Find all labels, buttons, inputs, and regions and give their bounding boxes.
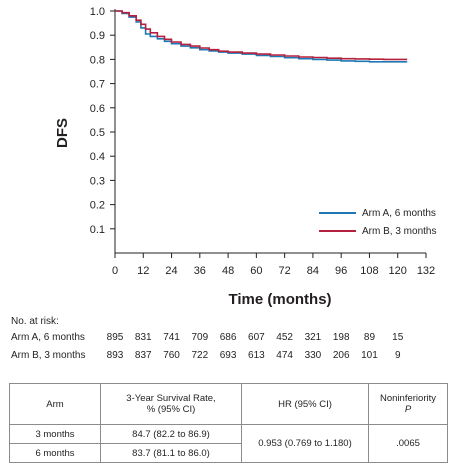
risk-cell: 831: [134, 332, 152, 343]
risk-cell: 321: [304, 332, 322, 343]
y-tick-label: 1.0: [90, 6, 105, 18]
x-tick-label: 84: [307, 265, 319, 277]
y-tick-label: 0.1: [90, 224, 105, 236]
x-tick-label: 12: [137, 265, 149, 277]
risk-table-title: No. at risk:: [11, 316, 59, 327]
legend: Arm A, 6 months Arm B, 3 months: [319, 208, 436, 237]
risk-cell: 895: [106, 332, 124, 343]
cell-survival: 84.7 (82.2 to 86.9): [100, 424, 242, 444]
legend-label-arm-b: Arm B, 3 months: [362, 226, 436, 237]
y-tick-label: 0.8: [90, 54, 105, 66]
risk-table: No. at risk: Arm A, 6 months 895 831 741…: [11, 316, 403, 364]
x-tick-label: 120: [389, 265, 407, 277]
summary-table: Arm 3-Year Survival Rate, % (95% CI) HR …: [9, 383, 448, 463]
header-survival-line1: 3-Year Survival Rate,: [126, 393, 216, 404]
cell-arm: 3 months: [9, 424, 101, 444]
risk-cell: 607: [248, 332, 265, 343]
risk-cell: 198: [332, 332, 350, 343]
cell-survival: 83.7 (81.1 to 86.0): [100, 443, 242, 463]
x-tick-label: 132: [417, 265, 435, 277]
risk-cell: 101: [361, 350, 378, 361]
header-survival: 3-Year Survival Rate, % (95% CI): [100, 383, 242, 425]
cell-hr: 0.953 (0.769 to 1.180): [241, 424, 369, 463]
risk-cell: 9: [394, 350, 401, 361]
y-tick-label: 0.9: [90, 30, 105, 42]
header-arm: Arm: [9, 383, 101, 425]
risk-cell: 709: [191, 332, 209, 343]
header-noninferiority-line1: Noninferiority: [380, 393, 436, 404]
x-tick-label: 72: [279, 265, 291, 277]
x-tick-label: 96: [335, 265, 347, 277]
header-noninferiority-p: P: [404, 404, 412, 415]
risk-cell: 89: [363, 332, 376, 343]
x-tick-label: 48: [222, 265, 234, 277]
y-tick-label: 0.5: [90, 127, 105, 139]
table-row: 6 months 83.7 (81.1 to 86.0): [9, 443, 448, 463]
risk-row-label: Arm B, 3 months: [11, 350, 86, 361]
legend-label-arm-a: Arm A, 6 months: [362, 208, 436, 219]
y-tick-label: 0.4: [90, 151, 105, 163]
risk-cell: 474: [276, 350, 293, 361]
risk-cell: 613: [248, 350, 265, 361]
risk-cell: 206: [332, 350, 350, 361]
x-tick-label: 24: [165, 265, 177, 277]
risk-row-label: Arm A, 6 months: [11, 332, 85, 343]
cell-p-value: .0065: [368, 424, 448, 463]
risk-cell: 15: [392, 332, 404, 343]
x-tick-label: 108: [360, 265, 378, 277]
series-line-arm-b: [115, 10, 408, 61]
risk-cell: 330: [304, 350, 322, 361]
x-tick-label: 36: [194, 265, 206, 277]
risk-cell: 693: [219, 350, 237, 361]
table-row: 3 months 84.7 (82.2 to 86.9) 0.953 (0.76…: [9, 424, 448, 463]
header-hr: HR (95% CI): [241, 383, 369, 425]
risk-cell: 837: [134, 350, 152, 361]
y-tick-label: 0.2: [90, 200, 105, 212]
y-tick-label: 0.6: [90, 103, 105, 115]
x-tick-label: 0: [112, 265, 118, 277]
header-noninferiority: Noninferiority P: [368, 383, 448, 425]
header-survival-line2: % (95% CI): [146, 404, 196, 415]
risk-cell: 452: [276, 332, 293, 343]
risk-row-arm-a: Arm A, 6 months 895 831 741 709 686 607 …: [11, 328, 403, 346]
x-axis-title: Time (months): [228, 291, 331, 308]
y-axis-title: DFS: [54, 118, 71, 148]
x-tick-label: 60: [250, 265, 262, 277]
cell-arm: 6 months: [9, 443, 101, 463]
risk-cell: 760: [163, 350, 180, 361]
y-tick-label: 0.3: [90, 175, 105, 187]
summary-header-row: Arm 3-Year Survival Rate, % (95% CI) HR …: [9, 383, 448, 425]
risk-cell: 686: [219, 332, 237, 343]
y-tick-label: 0.7: [90, 79, 105, 91]
risk-row-arm-b: Arm B, 3 months 893 837 760 722 693 613 …: [11, 346, 401, 364]
risk-cell: 893: [106, 350, 124, 361]
km-chart: 0.1 0.2 0.3 0.4 0.5 0.6 0.7 0.8 0.9 1.0 0 12 24 36 48 6…: [54, 6, 436, 308]
risk-cell: 722: [191, 350, 209, 361]
risk-cell: 741: [163, 332, 180, 343]
